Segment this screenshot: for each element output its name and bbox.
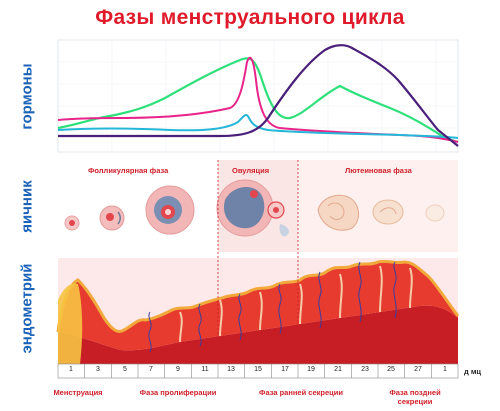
- day-label: 1: [69, 366, 73, 373]
- hormone-grid: [58, 40, 458, 152]
- day-label: 25: [387, 366, 395, 373]
- corpus-luteum-2: [372, 199, 404, 225]
- endometrium-phase-late-secretion: Фаза поздней секреции: [389, 388, 441, 406]
- hormone-curve-cyan: [57, 114, 459, 139]
- day-label: 3: [96, 366, 100, 373]
- day-label: 19: [307, 366, 315, 373]
- follicle-3: [145, 185, 195, 235]
- day-label: 27: [414, 366, 422, 373]
- day-label: 11: [201, 366, 209, 373]
- section-label-ovary: яичник: [18, 180, 36, 233]
- follicle-2: [99, 205, 125, 231]
- endometrium-surface: [56, 259, 460, 333]
- ovary-phase-follicular: Фолликулярная фаза: [88, 166, 169, 175]
- endometrium-phase-proliferation: Фаза пролиферации: [139, 388, 217, 397]
- endometrial-glands: [179, 265, 413, 343]
- section-label-hormones: гормоны: [18, 63, 36, 130]
- day-label: 13: [227, 366, 235, 373]
- day-label: 5: [123, 366, 127, 373]
- section-label-endometrium: эндометрий: [18, 263, 36, 354]
- corpus-albicans: [425, 204, 445, 222]
- day-label: 15: [254, 366, 262, 373]
- hormone-curve-green: [57, 57, 459, 144]
- ovary-phase-ovulation: Овуляция: [232, 166, 270, 175]
- endometrium-phase-menstruation: Менструация: [53, 388, 103, 397]
- corpus-luteum-1: [317, 194, 359, 231]
- day-axis-bar: [57, 363, 459, 379]
- page-title: Фазы менструального цикла: [95, 6, 405, 29]
- day-label: 1: [443, 366, 447, 373]
- endometrium-phase-early-secretion: Фаза ранней секреции: [259, 388, 343, 397]
- day-label: 9: [176, 366, 180, 373]
- day-label: 17: [281, 366, 289, 373]
- menstruation-layer: [58, 283, 83, 364]
- spiral-arteries: [148, 261, 397, 353]
- day-axis-unit: д мц: [464, 367, 482, 376]
- phase-dividers: [217, 160, 299, 364]
- day-label: 21: [334, 366, 342, 373]
- day-axis-ticks: [84, 364, 432, 378]
- hormone-curve-purple: [58, 44, 459, 147]
- endometrium-functional-layer: [58, 261, 458, 351]
- ovary-phase-luteal: Лютеиновая фаза: [345, 166, 412, 175]
- follicle-1: [64, 215, 80, 231]
- follicle-4: [216, 179, 274, 237]
- ovulation-egg: [267, 201, 289, 237]
- endometrium-base: [58, 305, 458, 364]
- day-label: 7: [149, 366, 153, 373]
- day-label: 23: [361, 366, 369, 373]
